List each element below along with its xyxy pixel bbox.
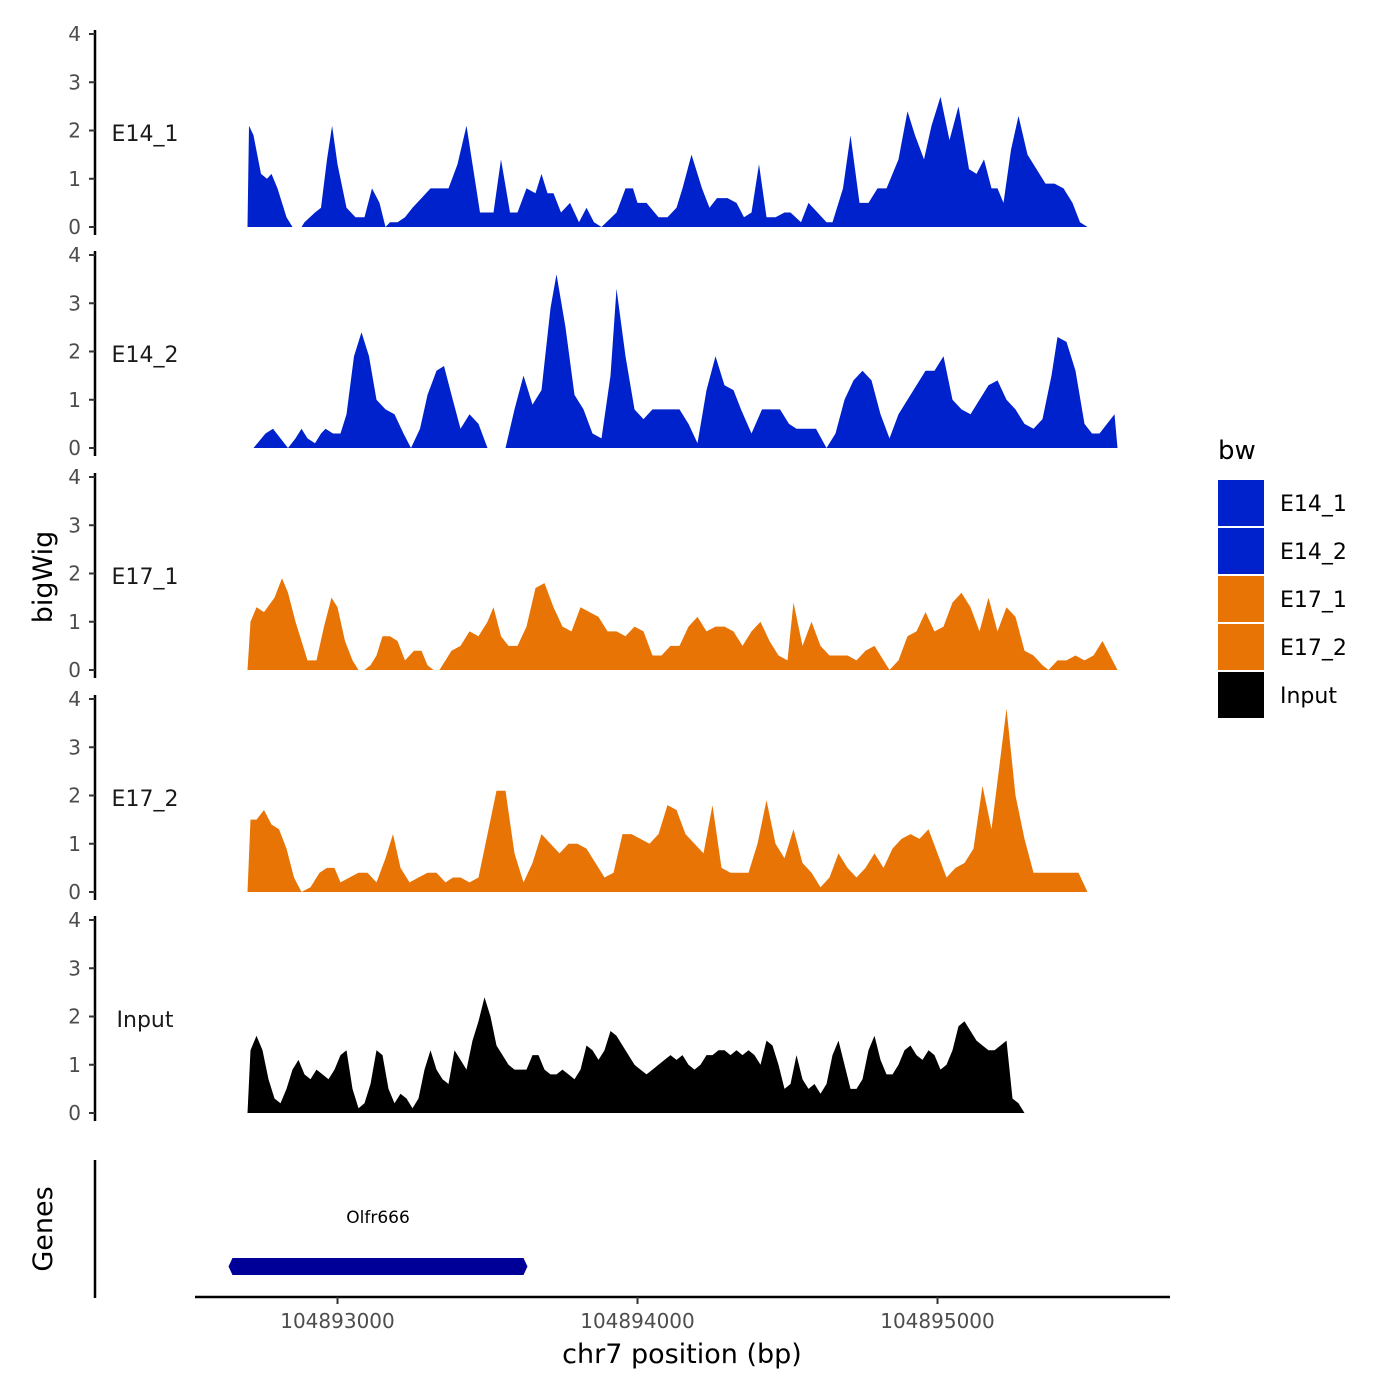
gene-name-label: Olfr666 [346,1208,410,1228]
y-tick-label: 2 [68,562,81,586]
y-tick-label: 3 [68,70,81,94]
y-tick-label: 3 [68,291,81,315]
y-tick-label: 1 [68,1053,81,1077]
legend-swatch [1218,480,1264,526]
gene-body [232,1258,524,1275]
y-tick-label: 2 [68,1005,81,1029]
track-label: Input [117,1008,174,1033]
gene-arrow-left-icon [228,1258,233,1275]
y-tick-label: 3 [68,513,81,537]
y-tick-label: 2 [68,340,81,364]
y-tick-label: 4 [68,908,81,932]
y-tick-label: 4 [68,465,81,489]
y-tick-label: 2 [68,119,81,143]
x-tick-label: 104893000 [280,1309,395,1333]
y-tick-label: 1 [68,610,81,634]
x-tick-label: 104894000 [580,1309,695,1333]
legend-label: Input [1280,684,1337,709]
legend-label: E17_1 [1280,588,1347,613]
legend-swatch [1218,624,1264,670]
coverage-area-e14-1 [247,96,1088,227]
track-label: E17_1 [112,565,179,590]
x-axis-title: chr7 position (bp) [562,1339,802,1370]
gene-track-label: Genes [28,1186,59,1271]
coverage-area-input [247,997,1025,1113]
y-tick-label: 2 [68,784,81,808]
y-tick-label: 3 [68,735,81,759]
legend-label: E17_2 [1280,636,1347,661]
y-tick-label: 1 [68,167,81,191]
y-tick-label: 1 [68,832,81,856]
legend-label: E14_2 [1280,540,1347,565]
y-tick-label: 4 [68,22,81,46]
x-tick-label: 104895000 [880,1309,995,1333]
legend-label: E14_1 [1280,492,1347,517]
y-tick-label: 0 [68,215,81,239]
y-tick-label: 0 [68,436,81,460]
y-tick-label: 0 [68,1101,81,1125]
track-label: E17_2 [112,787,179,812]
coverage-area-e17-2 [247,708,1088,892]
coverage-area-e17-1 [247,578,1118,670]
y-tick-label: 0 [68,880,81,904]
gene-arrow-right-icon [523,1258,528,1275]
legend-swatch [1218,528,1264,574]
coverage-area-e14-2 [253,274,1118,448]
legend-title: bw [1218,436,1256,466]
y-tick-label: 0 [68,658,81,682]
y-tick-label: 1 [68,388,81,412]
track-label: E14_1 [112,122,179,147]
legend-swatch [1218,576,1264,622]
y-tick-label: 3 [68,956,81,980]
track-label: E14_2 [112,343,179,368]
y-tick-label: 4 [68,243,81,267]
legend-swatch [1218,672,1264,718]
y-tick-label: 4 [68,687,81,711]
y-axis-title: bigWig [28,531,59,624]
